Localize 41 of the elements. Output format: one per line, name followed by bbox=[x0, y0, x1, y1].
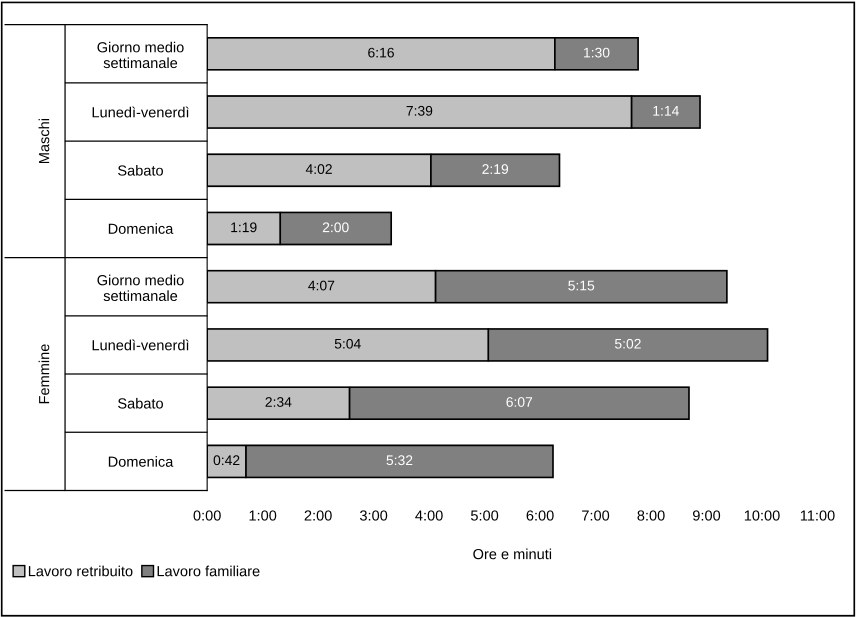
data-label: 7:39 bbox=[406, 106, 432, 116]
x-tick-label: 0:00 bbox=[194, 510, 221, 521]
x-tick-label: 6:00 bbox=[526, 510, 554, 521]
data-label: 5:15 bbox=[568, 280, 594, 290]
data-label: 2:00 bbox=[322, 222, 349, 232]
data-label: 2:34 bbox=[266, 397, 292, 407]
legend-label: Lavoro retribuito bbox=[28, 566, 132, 576]
data-label: 0:42 bbox=[214, 455, 240, 466]
y-tick-label: Sabato bbox=[118, 398, 163, 409]
y-tick-label: Sabato bbox=[118, 164, 163, 176]
y-tick-label: Giorno medio settimanale bbox=[97, 42, 184, 68]
x-tick-label: 3:00 bbox=[360, 510, 388, 521]
data-label: 1:19 bbox=[231, 222, 257, 232]
data-label: 5:02 bbox=[614, 338, 641, 349]
y-tick-label: Lunedì-venerdì bbox=[92, 339, 189, 350]
data-label: 1:14 bbox=[653, 106, 679, 116]
y-tick-label: Domenica bbox=[108, 456, 174, 467]
x-tick-label: 8:00 bbox=[637, 510, 665, 521]
data-label: 4:02 bbox=[306, 164, 332, 174]
x-tick-label: 7:00 bbox=[582, 510, 610, 521]
text: Maschi bbox=[38, 119, 50, 164]
legend-label: Lavoro familiare bbox=[158, 566, 260, 576]
y-tick-label: Lunedì-venerdì bbox=[92, 106, 189, 118]
data-label: 5:04 bbox=[334, 338, 361, 349]
y-tick-label: Domenica bbox=[108, 223, 174, 234]
text: Femmine bbox=[38, 344, 50, 404]
x-tick-label: 5:00 bbox=[470, 510, 498, 521]
x-tick-label: 10:00 bbox=[744, 510, 780, 521]
data-label: 4:07 bbox=[308, 280, 334, 290]
x-tick-label: 9:00 bbox=[693, 510, 720, 521]
data-label: 5:32 bbox=[386, 455, 412, 466]
x-tick-label: 1:00 bbox=[250, 510, 276, 521]
x-tick-label: 2:00 bbox=[304, 510, 332, 521]
data-label: 6:16 bbox=[368, 48, 394, 58]
data-label: 6:07 bbox=[506, 397, 532, 407]
x-axis-title: Ore e minuti bbox=[473, 548, 552, 560]
data-label: 1:30 bbox=[584, 48, 610, 58]
x-tick-label: 11:00 bbox=[800, 510, 835, 521]
data-label: 2:19 bbox=[482, 164, 508, 174]
x-tick-label: 4:00 bbox=[415, 510, 443, 521]
y-tick-label: Giorno medio settimanale bbox=[97, 274, 184, 302]
